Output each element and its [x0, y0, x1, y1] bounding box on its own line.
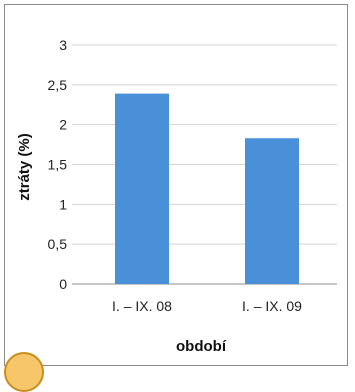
x-tick-label: I. – IX. 09 [242, 298, 302, 314]
y-tick-labels: 0 0,5 1 1,5 2 2,5 3 [48, 37, 68, 292]
x-axis-title: období [176, 338, 227, 355]
chart-frame: 0 0,5 1 1,5 2 2,5 3 I. – IX. 08 I. – IX. 09 ztr… [4, 4, 348, 366]
y-tick-label: 2,5 [48, 77, 68, 93]
x-tick-labels: I. – IX. 08 I. – IX. 09 [112, 298, 302, 314]
y-tick-label: 0,5 [48, 236, 68, 252]
bar [245, 138, 299, 284]
y-tick-label: 3 [59, 37, 67, 53]
orange-circle-badge-icon [4, 352, 44, 392]
y-tick-label: 2 [59, 117, 67, 133]
bar-chart: 0 0,5 1 1,5 2 2,5 3 I. – IX. 08 I. – IX. 09 ztr… [16, 37, 337, 355]
bars [115, 93, 299, 284]
y-tick-label: 0 [59, 276, 67, 292]
x-tick-label: I. – IX. 08 [112, 298, 172, 314]
bar [115, 93, 169, 284]
y-tick-label: 1 [59, 196, 67, 212]
y-axis-title: ztráty (%) [16, 133, 33, 201]
y-tick-label: 1,5 [48, 157, 68, 173]
